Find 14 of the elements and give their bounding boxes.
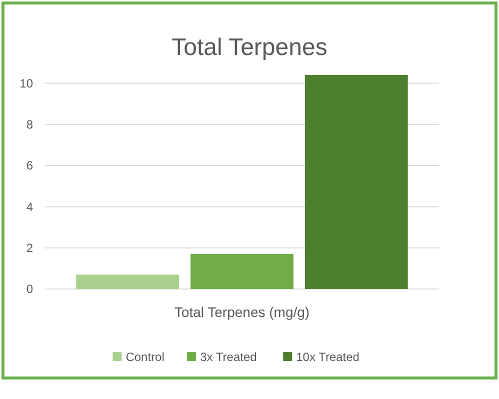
legend-label: 3x Treated: [200, 350, 257, 364]
y-tick-label: 6: [26, 158, 34, 173]
y-tick-label: 0: [26, 282, 34, 296]
bar: [76, 274, 180, 289]
bar: [190, 254, 294, 289]
x-axis-title: Total Terpenes (mg/g): [174, 304, 310, 320]
y-tick-label: 8: [26, 118, 34, 132]
legend-label: 10x Treated: [296, 350, 360, 364]
chart-title: Total Terpenes: [172, 34, 328, 61]
y-tick-label: 4: [26, 200, 34, 214]
legend-label: Control: [126, 350, 164, 364]
y-tick-label: 10: [20, 76, 34, 90]
y-tick-label: 2: [26, 241, 34, 256]
bar: [304, 75, 408, 289]
